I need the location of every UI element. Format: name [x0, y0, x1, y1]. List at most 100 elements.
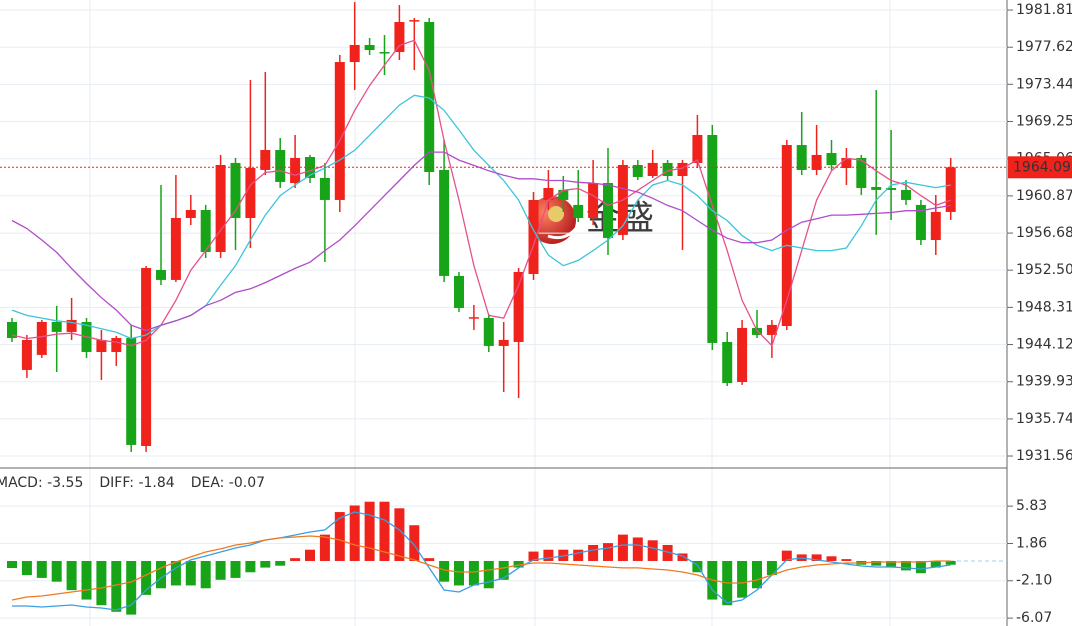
macd-bar [439, 560, 450, 582]
y-tick-label: 1935.74 [1016, 411, 1072, 427]
macd-bar [200, 560, 211, 589]
y-tick-label: 1969.25 [1016, 114, 1072, 130]
candle-body [528, 199, 539, 274]
macd-bar [334, 512, 345, 561]
macd-bar [677, 553, 688, 561]
candle-body [722, 341, 733, 383]
candle-body [275, 149, 286, 182]
macd-bar [737, 560, 748, 598]
candle-body [647, 162, 658, 176]
macd-bar [36, 560, 47, 578]
moving-average-line [11, 151, 951, 332]
macd-bar [215, 560, 226, 580]
macd-bar [111, 560, 122, 612]
candle-body [662, 162, 673, 176]
macd-bar [51, 560, 62, 582]
macd-bar [915, 560, 926, 574]
macd-bar [409, 525, 420, 561]
y-tick-label: 1960.87 [1016, 188, 1072, 204]
moving-average-line [11, 94, 951, 340]
candle-body [796, 145, 807, 170]
macd-bar [752, 560, 762, 589]
macd-bar [811, 554, 822, 561]
macd-bar [483, 560, 494, 589]
indicator-label: MACD: -3.55 [0, 475, 83, 491]
macd-bar [81, 560, 92, 600]
candle-body [424, 22, 435, 173]
macd-bar [573, 549, 584, 561]
macd-bar [468, 560, 479, 586]
candle-body [260, 149, 271, 170]
candle-body [21, 339, 32, 370]
candle-body [170, 217, 181, 280]
indicator-label: DEA: -0.07 [191, 475, 265, 491]
macd-line [12, 511, 951, 611]
candle-body [454, 275, 464, 308]
macd-bar [945, 560, 956, 565]
macd-bar [156, 560, 166, 589]
macd-bar [871, 560, 882, 566]
macd-bar [290, 558, 301, 561]
candle-body [141, 267, 152, 446]
candle-body [766, 324, 777, 335]
macd-bar [513, 560, 524, 568]
logo-dot [548, 206, 564, 222]
macd-bar [498, 560, 509, 580]
macd-bar [245, 560, 256, 573]
macd-bar [841, 559, 852, 561]
y-tick-label: 1956.68 [1016, 225, 1072, 241]
candle-body [781, 145, 792, 326]
candle-body [558, 189, 569, 200]
candle-body [51, 321, 62, 332]
candle-body [886, 187, 897, 190]
macd-bar [96, 560, 107, 606]
macd-bar [886, 560, 897, 567]
y-tick-label: 1952.50 [1016, 262, 1072, 278]
candle-body [483, 318, 494, 346]
candle-body [856, 157, 867, 188]
moving-average-line [11, 39, 951, 347]
macd-bar [260, 560, 271, 568]
macd-bar [126, 560, 137, 615]
grid [89, 0, 891, 626]
macd-bar [617, 534, 628, 561]
macd-bar [305, 549, 315, 561]
macd-bar [230, 560, 241, 578]
candle-body [215, 164, 226, 252]
candle-body [603, 183, 613, 238]
macd-bar [692, 560, 703, 573]
candle-body [871, 187, 882, 190]
candle-body [811, 154, 822, 170]
macd-bar [454, 560, 464, 586]
candle-body [513, 271, 524, 342]
candle-body [930, 211, 941, 240]
candle-body [915, 204, 926, 240]
y-tick-label: 1944.12 [1016, 337, 1072, 353]
candle-body [677, 162, 688, 176]
candle-body [409, 20, 420, 22]
candle-body [7, 321, 17, 338]
macd-bar [603, 543, 613, 561]
macd-bar [275, 560, 286, 566]
logo-swoosh [547, 225, 580, 240]
y-tick-label: 1.86 [1016, 535, 1047, 551]
macd-bar [319, 534, 330, 561]
current-price-box [1008, 156, 1072, 179]
candle-body [96, 339, 107, 352]
candle-body [364, 44, 375, 51]
y-tick-label: 1931.56 [1016, 448, 1072, 464]
macd-bar [901, 560, 911, 571]
macd-bar [7, 560, 17, 569]
candle-body [826, 153, 837, 165]
macd-bar [424, 558, 435, 561]
y-tick-label: -2.10 [1016, 573, 1052, 589]
candle-body [185, 209, 196, 218]
current-price-label: 1964.09 [1013, 159, 1071, 175]
candle-body [468, 317, 479, 319]
y-tick-label: 1977.62 [1016, 39, 1072, 55]
y-tick-label: 1948.31 [1016, 299, 1072, 315]
candle-body [588, 183, 599, 218]
macd-bar [588, 544, 599, 561]
candle-body [901, 189, 911, 200]
